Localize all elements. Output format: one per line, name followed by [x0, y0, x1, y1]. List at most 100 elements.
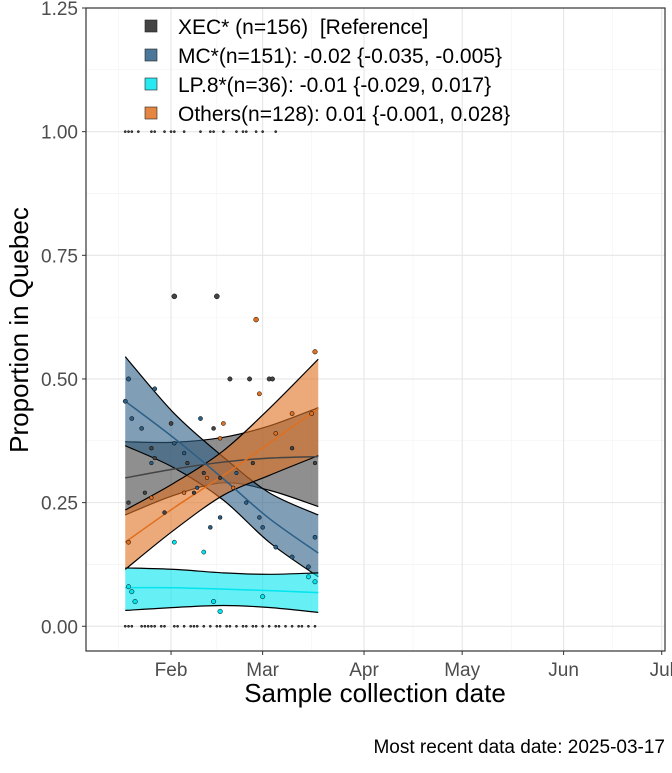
- point-others: [253, 316, 259, 323]
- point-xec: [254, 130, 258, 134]
- point-xec: [185, 460, 190, 466]
- point-xec: [191, 490, 197, 495]
- y-axis: 0.00 0.25 0.50 0.75 1.00 1.25: [41, 0, 86, 638]
- point-xec: [244, 130, 248, 134]
- point-xec: [171, 293, 178, 300]
- point-others: [221, 421, 226, 426]
- point-xec: [150, 130, 153, 134]
- point-others: [312, 349, 318, 355]
- point-xec: [130, 624, 134, 628]
- point-mc: [122, 398, 128, 404]
- point-xec: [123, 624, 127, 628]
- x-tick-label: Mar: [246, 660, 279, 681]
- legend-swatch-mc: [144, 48, 158, 62]
- point-xec: [172, 624, 176, 628]
- point-lp8: [217, 608, 223, 615]
- legend-label-others: Others(n=128): 0.01 {-0.001, 0.028}: [178, 103, 510, 126]
- fit-line-mc: [124, 400, 319, 554]
- point-mc: [149, 460, 154, 466]
- point-others: [273, 431, 278, 436]
- fit-line-xec: [125, 455, 319, 479]
- point-xec: [307, 624, 310, 628]
- point-xec: [126, 500, 131, 505]
- point-xec: [274, 624, 278, 628]
- point-xec: [146, 624, 150, 628]
- point-mc: [152, 386, 158, 392]
- y-axis-title: Proportion in Quebec: [4, 207, 34, 453]
- point-xec: [152, 455, 157, 461]
- point-mc: [306, 564, 311, 570]
- ribbon-lp8: [125, 567, 319, 613]
- point-xec: [195, 624, 199, 628]
- point-others: [217, 436, 223, 441]
- point-mc: [244, 500, 249, 505]
- point-lp8: [172, 539, 177, 545]
- grid-major: [86, 7, 665, 651]
- confidence-ribbons: [124, 356, 319, 614]
- point-mc: [234, 470, 239, 476]
- point-xec: [284, 624, 287, 628]
- point-mc: [172, 441, 177, 446]
- point-xec: [261, 624, 264, 628]
- point-lp8: [211, 598, 217, 605]
- point-xec: [250, 460, 255, 466]
- point-xec: [153, 130, 157, 134]
- x-axis: Feb Mar Apr May Jun Jul: [155, 651, 672, 681]
- point-mc: [289, 554, 295, 560]
- point-xec: [142, 490, 147, 495]
- fit-line-lp8: [125, 586, 319, 594]
- point-others: [149, 495, 154, 500]
- legend-swatch-others: [144, 106, 158, 120]
- y-tick-label: 0.75: [41, 246, 78, 267]
- ribbon-lower-others: [124, 455, 319, 570]
- point-xec: [143, 624, 147, 628]
- point-xec: [201, 470, 206, 476]
- point-xec: [215, 624, 219, 628]
- x-tick-label: Jul: [650, 660, 672, 681]
- point-xec: [153, 624, 157, 628]
- y-tick-label: 0.25: [41, 494, 78, 515]
- point-xec: [225, 624, 229, 628]
- point-xec: [290, 624, 294, 628]
- point-xec: [149, 446, 154, 451]
- point-lp8: [129, 589, 135, 595]
- point-xec: [136, 130, 140, 134]
- point-mc: [257, 515, 262, 520]
- grid-minor: [86, 8, 665, 651]
- point-mc: [273, 544, 279, 550]
- point-mc: [312, 534, 318, 540]
- point-xec: [312, 460, 318, 466]
- point-xec: [270, 376, 275, 382]
- legend-label-mc: MC*(n=151): -0.02 {-0.035, -0.005}: [178, 45, 502, 68]
- point-xec: [274, 130, 278, 134]
- point-xec: [235, 130, 238, 134]
- point-xec: [235, 624, 238, 628]
- legend-label-xec: XEC* (n=156) [Reference]: [178, 16, 428, 39]
- point-xec: [182, 130, 186, 134]
- point-mc: [198, 416, 203, 421]
- point-xec: [241, 624, 245, 628]
- point-xec: [277, 624, 281, 628]
- point-others: [182, 490, 187, 495]
- point-xec: [172, 130, 176, 134]
- point-others: [231, 485, 236, 490]
- point-xec: [162, 510, 167, 515]
- y-tick-label: 1.25: [41, 0, 78, 20]
- x-tick-label: Feb: [155, 660, 188, 681]
- point-xec: [218, 475, 223, 480]
- point-xec: [289, 446, 295, 451]
- point-xec: [199, 130, 202, 134]
- point-xec: [163, 130, 166, 134]
- point-lp8: [132, 598, 138, 605]
- caption-text: Most recent data date: 2025-03-17: [373, 737, 665, 758]
- point-lp8: [260, 594, 266, 600]
- point-lp8: [126, 584, 132, 590]
- point-xec: [241, 130, 245, 134]
- legend-swatch-xec: [144, 19, 158, 33]
- point-mc: [260, 525, 265, 530]
- fit-lines: [124, 400, 319, 594]
- fit-line-others: [124, 408, 319, 543]
- point-mc: [217, 515, 223, 520]
- point-xec: [211, 426, 216, 431]
